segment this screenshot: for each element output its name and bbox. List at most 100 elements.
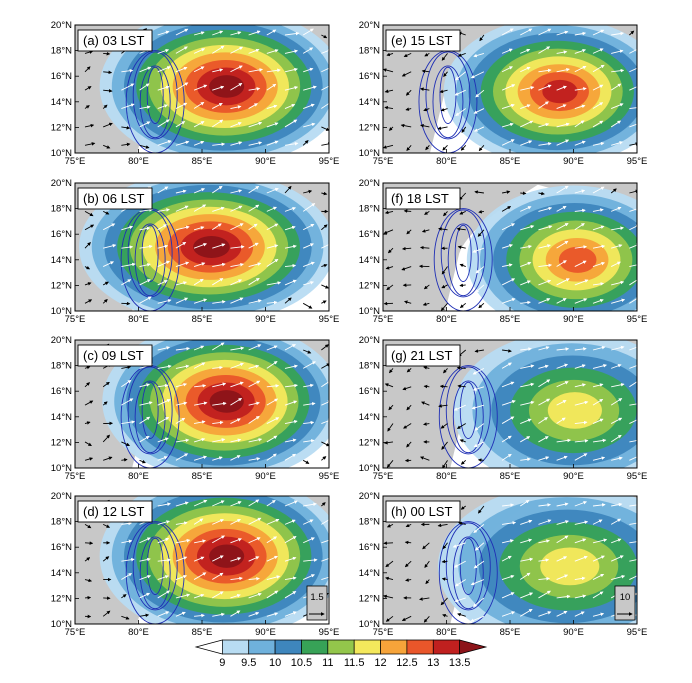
wind-vector xyxy=(419,597,430,601)
x-tick-label: 90°E xyxy=(563,627,584,638)
wind-vector xyxy=(501,103,515,109)
wind-vector xyxy=(611,226,624,231)
wind-vector xyxy=(456,423,466,429)
wind-vector xyxy=(266,300,278,305)
wind-vector xyxy=(502,349,512,353)
wind-vector xyxy=(454,579,466,587)
wind-vector xyxy=(460,145,467,151)
x-tick-label: 80°E xyxy=(128,627,149,638)
colorbar-swatch xyxy=(301,639,329,655)
wind-vector xyxy=(556,278,570,286)
convergence-contour xyxy=(432,65,464,139)
colorbar-swatch xyxy=(459,639,488,655)
x-tick-label: 90°E xyxy=(563,156,584,167)
wind-vector xyxy=(457,52,466,57)
y-tick-label: 12°N xyxy=(359,437,380,448)
wind-vector xyxy=(592,282,605,286)
wind-vector xyxy=(420,456,430,461)
wind-vector xyxy=(439,89,448,94)
wind-vector xyxy=(574,400,589,406)
wind-vector xyxy=(556,185,569,194)
convergence-contour xyxy=(425,51,471,140)
wind-vector xyxy=(556,240,569,249)
wind-vector xyxy=(405,578,412,582)
wind-vector xyxy=(477,458,484,462)
wind-vector xyxy=(456,366,466,370)
wind-vector xyxy=(611,141,624,146)
wind-vector xyxy=(611,206,622,212)
wind-vector xyxy=(423,365,430,370)
wind-vector xyxy=(404,560,412,568)
wind-vector xyxy=(574,347,587,351)
wind-vector xyxy=(420,124,430,128)
wind-vector xyxy=(611,364,622,369)
y-tick-label: 20°N xyxy=(51,178,72,189)
wind-vector xyxy=(501,362,512,369)
wind-vector xyxy=(212,102,223,109)
wind-vector xyxy=(438,227,448,231)
wind-vector xyxy=(629,86,637,91)
wind-vector xyxy=(266,518,280,525)
wind-vector xyxy=(556,347,570,351)
wind-vector xyxy=(520,280,531,286)
wind-vector xyxy=(501,66,513,73)
convergence-contour xyxy=(139,536,171,610)
wind-vector xyxy=(592,225,605,231)
wind-vector xyxy=(303,85,317,91)
wind-vector xyxy=(611,456,623,461)
wind-vector xyxy=(266,49,279,54)
wind-vector xyxy=(538,611,552,617)
wind-vector xyxy=(303,189,313,194)
convergence-contour xyxy=(447,223,479,297)
wind-vector xyxy=(321,441,329,447)
wind-vector xyxy=(592,612,605,617)
wind-vector xyxy=(302,203,316,212)
wind-vector xyxy=(157,383,169,388)
wind-vector xyxy=(321,66,329,73)
wind-vector xyxy=(556,556,568,562)
wind-vector xyxy=(629,403,637,406)
wind-vector xyxy=(592,383,604,388)
wind-vector xyxy=(452,542,466,548)
map-panel-c: 75°E 80°E 85°E 90°E 95°E 10°N 12°N 14°N 16°N 18°N… xyxy=(51,335,340,482)
wind-vector xyxy=(384,383,394,388)
reference-vector-label: 1.5 xyxy=(310,592,323,603)
wind-vector xyxy=(388,404,394,411)
wind-vector xyxy=(472,367,485,375)
wind-vector xyxy=(574,49,587,54)
wind-vector xyxy=(404,300,412,304)
wind-vector xyxy=(520,519,533,525)
colorbar-tick-label: 10.5 xyxy=(291,657,312,669)
wind-vector xyxy=(212,535,226,544)
wind-vector xyxy=(592,438,607,443)
wind-vector xyxy=(502,503,515,507)
x-tick-label: 75°E xyxy=(65,156,86,167)
wind-vector xyxy=(472,247,485,253)
wind-vector xyxy=(193,499,208,507)
wind-vector xyxy=(303,574,315,580)
wind-vector xyxy=(248,204,260,212)
wind-vector xyxy=(248,141,263,146)
convergence-contour xyxy=(454,224,472,283)
x-tick-label: 95°E xyxy=(627,314,648,325)
wind-vector xyxy=(459,210,466,215)
wind-vector xyxy=(501,48,513,54)
wind-vector xyxy=(458,192,467,201)
wind-vector xyxy=(175,205,189,212)
wind-vector xyxy=(556,223,569,231)
panel-label: (f) 18 LST xyxy=(391,191,449,206)
wind-vector xyxy=(157,85,170,91)
convergence-contour xyxy=(127,366,173,455)
panel-label-box xyxy=(77,344,153,367)
wind-vector xyxy=(303,261,315,267)
wind-vector xyxy=(266,187,279,194)
wind-vector xyxy=(121,142,131,147)
wind-vector xyxy=(284,611,297,617)
wind-vector xyxy=(385,615,394,622)
y-tick-label: 18°N xyxy=(51,46,72,57)
wind-vector xyxy=(520,557,534,562)
colorbar-swatch xyxy=(222,639,250,655)
wind-vector xyxy=(139,226,151,231)
wind-vector xyxy=(230,455,241,461)
panel-label-box xyxy=(385,29,461,52)
